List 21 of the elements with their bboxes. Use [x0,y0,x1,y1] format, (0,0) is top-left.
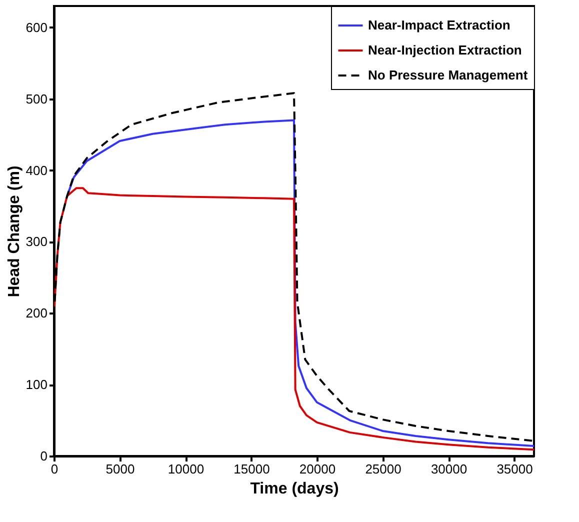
y-axis-title: Head Change (m) [6,166,23,298]
x-tick-label: 35000 [496,462,533,476]
x-tick-label: 15000 [234,462,270,476]
legend-label: Near-Injection Extraction [368,42,522,58]
x-tick-label: 20000 [299,462,336,476]
y-tick-label: 600 [26,20,48,35]
x-tick-label: 10000 [168,462,204,476]
y-tick-label: 400 [26,162,48,178]
y-tick-label: 300 [26,234,48,250]
line-series [54,187,534,451]
legend-label: Near-Impact Extraction [368,18,510,32]
x-tick-label: 0 [50,462,58,476]
y-tick-label: 100 [26,377,48,392]
x-tick-label: 30000 [430,462,468,476]
y-tick-label: 200 [26,306,48,321]
x-tick-label: 25000 [365,462,402,476]
y-tick-label: 500 [26,91,48,106]
x-axis-title: Time (days) [250,480,339,498]
x-tick-label: 5000 [106,462,135,476]
y-tick-label: 0 [40,448,48,464]
legend-label: No Pressure Management [368,68,528,82]
